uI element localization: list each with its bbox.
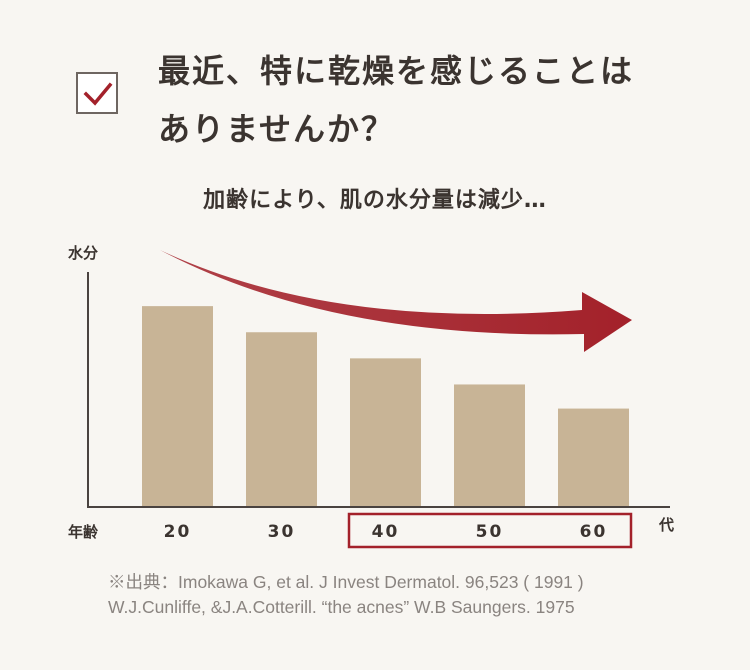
tick-label-20: 20 — [164, 522, 192, 542]
y-axis-label: 水分 — [68, 244, 98, 262]
headline: 最近、特に乾燥を感じることは ありませんか？ — [158, 42, 718, 158]
tick-label-40: 40 — [372, 522, 400, 542]
tick-labels-group: 20 30 40 50 60 — [164, 522, 608, 542]
headline-line-1: 最近、特に乾燥を感じることは — [158, 52, 635, 90]
tick-label-60: 60 — [580, 522, 608, 542]
bar-20 — [142, 306, 213, 507]
chart-subtitle: 加齢により、肌の水分量は減少… — [203, 188, 547, 213]
headline-line-2: ありませんか？ — [158, 110, 396, 148]
moisture-bar-chart: 水分 年齢 代 20 30 40 50 60 — [68, 244, 674, 549]
source-line-2: W.J.Cunliffe, &J.A.Cotterill. “the acnes… — [108, 597, 575, 617]
source-line-1: ※出典：Imokawa G, et al. J Invest Dermatol.… — [108, 572, 584, 592]
tick-label-50: 50 — [476, 522, 504, 542]
bar-60 — [558, 408, 629, 507]
x-axis-label-right: 代 — [658, 516, 674, 534]
checkmark-icon — [83, 82, 113, 106]
source-citation: ※出典：Imokawa G, et al. J Invest Dermatol.… — [108, 570, 738, 620]
x-axis-label-left: 年齢 — [68, 523, 99, 541]
trend-arrow — [160, 250, 632, 352]
bar-50 — [454, 384, 525, 507]
highlight-box — [347, 512, 633, 549]
tick-label-30: 30 — [268, 522, 296, 542]
checkbox[interactable] — [76, 72, 118, 114]
bar-40 — [350, 358, 421, 507]
bars-group — [142, 306, 629, 507]
bar-30 — [246, 332, 317, 507]
